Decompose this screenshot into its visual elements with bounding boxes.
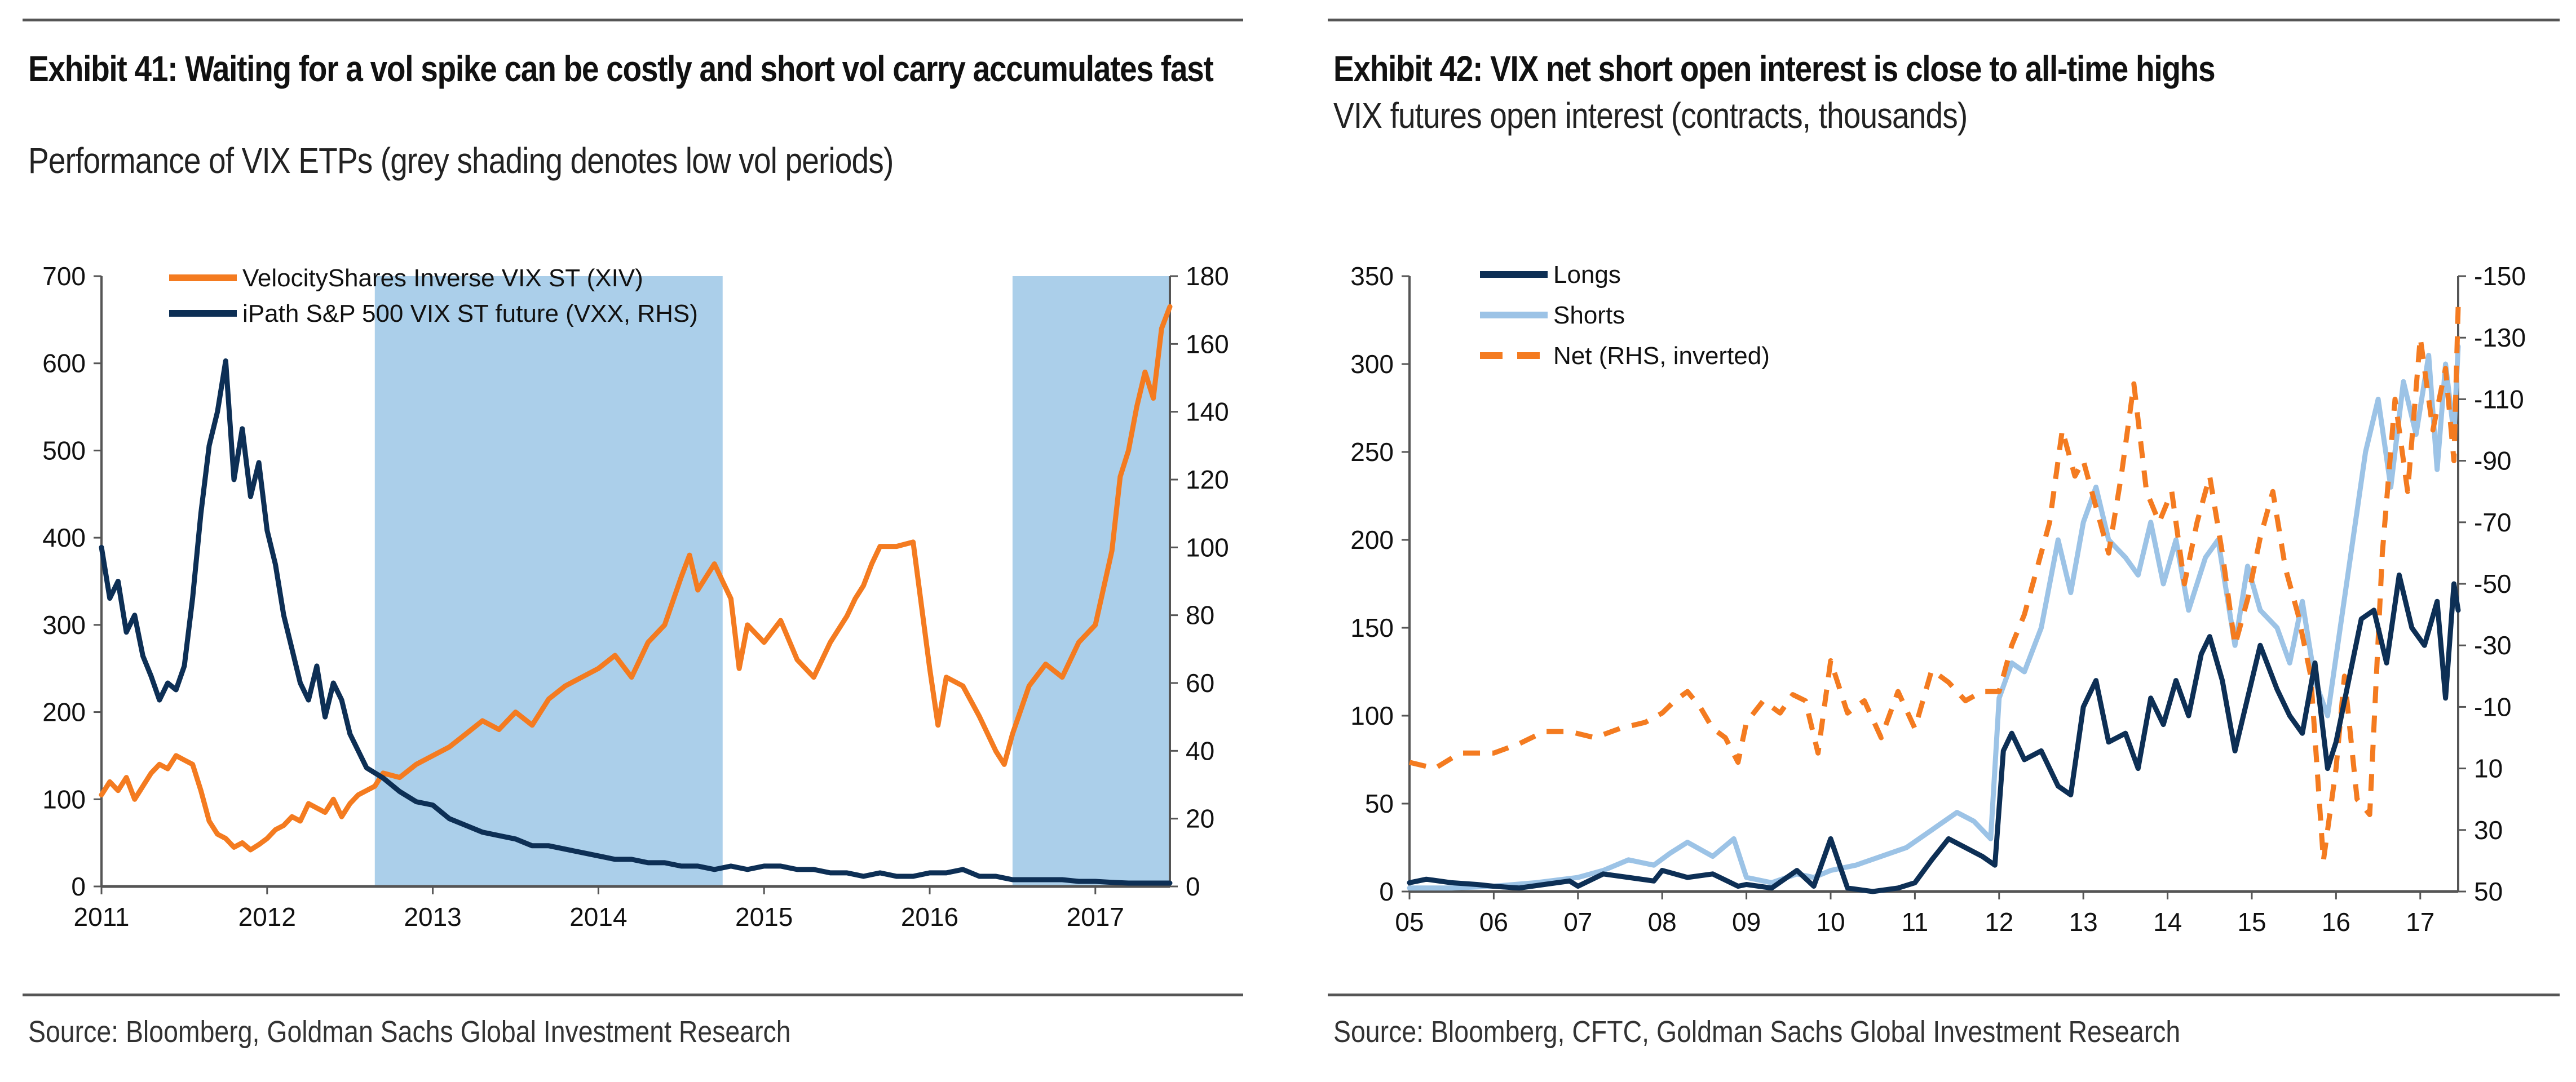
exhibit-42-subtitle: VIX futures open interest (contracts, th… — [1333, 95, 1968, 136]
exhibit-41-title: Exhibit 41: Waiting for a vol spike can … — [28, 48, 1214, 89]
exhibit-42-source: Source: Bloomberg, CFTC, Goldman Sachs G… — [1333, 1015, 2181, 1049]
x-tick-label: 13 — [2069, 907, 2098, 937]
left-tick-label: 500 — [42, 436, 86, 465]
x-tick-label: 2015 — [735, 902, 793, 932]
exhibit-41-subtitle: Performance of VIX ETPs (grey shading de… — [28, 140, 894, 181]
right-tick-label: 30 — [2474, 815, 2503, 845]
left-tick-label: 0 — [71, 872, 86, 901]
exhibit-42-panel: Exhibit 42: VIX net short open interest … — [1328, 0, 2560, 1082]
right-tick-label: 40 — [1186, 736, 1214, 765]
right-tick-label: 160 — [1186, 329, 1229, 358]
x-tick-label: 2014 — [569, 902, 627, 932]
legend-label: VelocityShares Inverse VIX ST (XIV) — [242, 264, 643, 292]
x-tick-label: 2013 — [404, 902, 461, 932]
right-tick-label: 140 — [1186, 397, 1229, 427]
legend: Longs Shorts Net (RHS, inverted) — [1480, 261, 1770, 370]
left-tick-label: 100 — [42, 784, 86, 814]
x-tick-label: 09 — [1732, 907, 1761, 937]
series-line-net-rhs-inverted — [1408, 307, 2461, 863]
top-rule — [1328, 19, 2560, 21]
right-tick-label: -30 — [2474, 631, 2511, 660]
right-tick-label: -70 — [2474, 508, 2511, 537]
right-tick-label: -150 — [2474, 261, 2526, 291]
exhibit-41-source: Source: Bloomberg, Goldman Sachs Global … — [28, 1015, 791, 1049]
legend-label: Shorts — [1553, 301, 1625, 329]
right-tick-label: -90 — [2474, 446, 2511, 476]
exhibit-41-chart: 0 100 200 300 400 500 600 700 0 20 40 60 80 100 120 140… — [42, 261, 1229, 932]
x-tick-label: 2012 — [238, 902, 296, 932]
left-tick-label: 300 — [1350, 349, 1394, 379]
right-tick-label: 0 — [1186, 872, 1200, 901]
left-tick-label: 250 — [1350, 437, 1394, 467]
legend: VelocityShares Inverse VIX ST (XIV) iPath… — [169, 264, 698, 327]
left-tick-label: 400 — [42, 523, 86, 552]
right-tick-label: 120 — [1186, 465, 1229, 494]
series-line-shorts — [1407, 344, 2461, 891]
x-tick-label: 17 — [2406, 907, 2434, 937]
x-tick-label: 07 — [1563, 907, 1592, 937]
left-tick-label: 200 — [1350, 525, 1394, 555]
x-tick-label: 10 — [1816, 907, 1845, 937]
right-tick-label: 60 — [1186, 668, 1214, 698]
left-tick-label: 300 — [42, 610, 86, 640]
x-tick-label: 2016 — [901, 902, 958, 932]
x-tick-label: 2011 — [74, 902, 130, 932]
left-tick-label: 150 — [1350, 613, 1394, 642]
x-tick-label: 06 — [1479, 907, 1508, 937]
right-tick-label: 180 — [1186, 261, 1229, 291]
right-tick-label: 20 — [1186, 804, 1214, 833]
right-tick-label: 80 — [1186, 601, 1214, 630]
left-tick-label: 50 — [1365, 789, 1394, 818]
x-tick-label: 08 — [1648, 907, 1677, 937]
series-line-ipath-s-p-500-vix-st-future-vxx-rhs — [99, 358, 1173, 886]
left-tick-label: 200 — [42, 698, 86, 727]
series-line-velocityshares-inverse-vix-st-xiv — [99, 304, 1173, 853]
exhibit-42-title: Exhibit 42: VIX net short open interest … — [1333, 48, 2216, 89]
left-tick-label: 600 — [42, 349, 86, 378]
x-tick-label: 11 — [1902, 907, 1929, 937]
right-tick-label: -110 — [2474, 384, 2524, 414]
x-tick-label: 15 — [2237, 907, 2266, 937]
left-tick-label: 0 — [1379, 877, 1394, 906]
right-tick-label: -10 — [2474, 692, 2511, 721]
left-tick-label: 350 — [1350, 261, 1394, 291]
series-line-longs — [1407, 572, 2461, 894]
left-tick-label: 100 — [1350, 701, 1394, 730]
exhibit-41-panel: Exhibit 41: Waiting for a vol spike can … — [23, 0, 1243, 1082]
right-tick-label: 100 — [1186, 533, 1229, 562]
x-tick-label: 14 — [2153, 907, 2182, 937]
left-tick-label: 700 — [42, 261, 86, 291]
right-tick-label: 10 — [2474, 754, 2503, 783]
right-tick-label: -50 — [2474, 569, 2511, 598]
x-tick-label: 2017 — [1067, 902, 1124, 932]
x-tick-label: 16 — [2322, 907, 2350, 937]
legend-label: Longs — [1553, 261, 1621, 289]
legend-label: iPath S&P 500 VIX ST future (VXX, RHS) — [242, 300, 698, 327]
bottom-rule — [1328, 994, 2560, 996]
x-tick-label: 12 — [1985, 907, 2013, 937]
right-tick-label: 50 — [2474, 877, 2503, 906]
bottom-rule — [23, 994, 1243, 996]
legend-label: Net (RHS, inverted) — [1553, 342, 1770, 370]
x-tick-label: 05 — [1395, 907, 1424, 937]
top-rule — [23, 19, 1243, 21]
right-tick-label: -130 — [2474, 323, 2526, 352]
shaded-period — [1012, 276, 1170, 886]
shaded-period — [374, 276, 723, 886]
